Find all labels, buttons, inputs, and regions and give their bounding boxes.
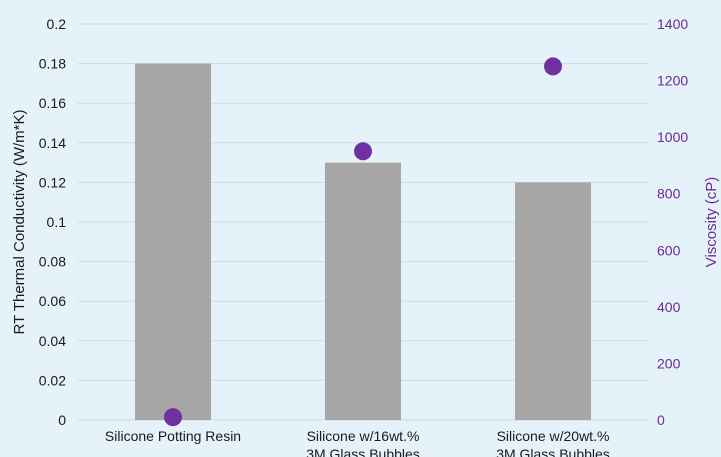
left-tick-label: 0.08 (39, 254, 66, 270)
bar (515, 182, 591, 420)
bar (135, 63, 211, 420)
category-label: Silicone w/16wt.% (307, 428, 420, 444)
right-tick-label: 0 (657, 412, 665, 428)
left-tick-label: 0.02 (39, 372, 66, 388)
bar-series (135, 63, 591, 420)
scatter-point (544, 57, 562, 76)
bar (325, 162, 401, 420)
right-tick-label: 1200 (657, 73, 688, 89)
right-tick-label: 600 (657, 242, 681, 258)
right-tick-label: 400 (657, 299, 681, 315)
left-tick-label: 0.12 (39, 174, 66, 190)
left-tick-label: 0.1 (47, 214, 67, 230)
right-tick-label: 200 (657, 355, 681, 371)
left-tick-label: 0 (58, 412, 66, 428)
scatter-point (354, 142, 372, 161)
scatter-point (164, 408, 182, 427)
scatter-series (164, 57, 562, 427)
right-tick-label: 800 (657, 186, 681, 202)
category-labels: Silicone Potting Resin Silicone w/16wt.% 3… (105, 428, 610, 457)
left-tick-label: 0.18 (39, 56, 66, 72)
left-tick-label: 0.14 (39, 135, 66, 151)
left-tick-label: 0.2 (47, 16, 67, 32)
category-label: 3M Glass Bubbles (496, 446, 610, 457)
left-axis-title: RT Thermal Conductivity (W/m*K) (11, 109, 28, 334)
category-label: Silicone Potting Resin (105, 428, 241, 444)
category-label: 3M Glass Bubbles (306, 446, 420, 457)
right-axis-title: Viscosity (cP) (703, 177, 720, 268)
left-tick-label: 0.16 (39, 95, 66, 111)
category-label: Silicone w/20wt.% (497, 428, 610, 444)
left-tick-label: 0.04 (39, 333, 66, 349)
right-tick-label: 1400 (657, 16, 688, 32)
right-tick-label: 1000 (657, 129, 688, 145)
right-axis-ticks: 0 200 400 600 800 1000 1200 1400 (657, 16, 688, 428)
left-axis-ticks: 0 0.02 0.04 0.06 0.08 0.1 0.12 0.14 0.16 0.18 0.2 (39, 16, 66, 428)
left-tick-label: 0.06 (39, 293, 66, 309)
